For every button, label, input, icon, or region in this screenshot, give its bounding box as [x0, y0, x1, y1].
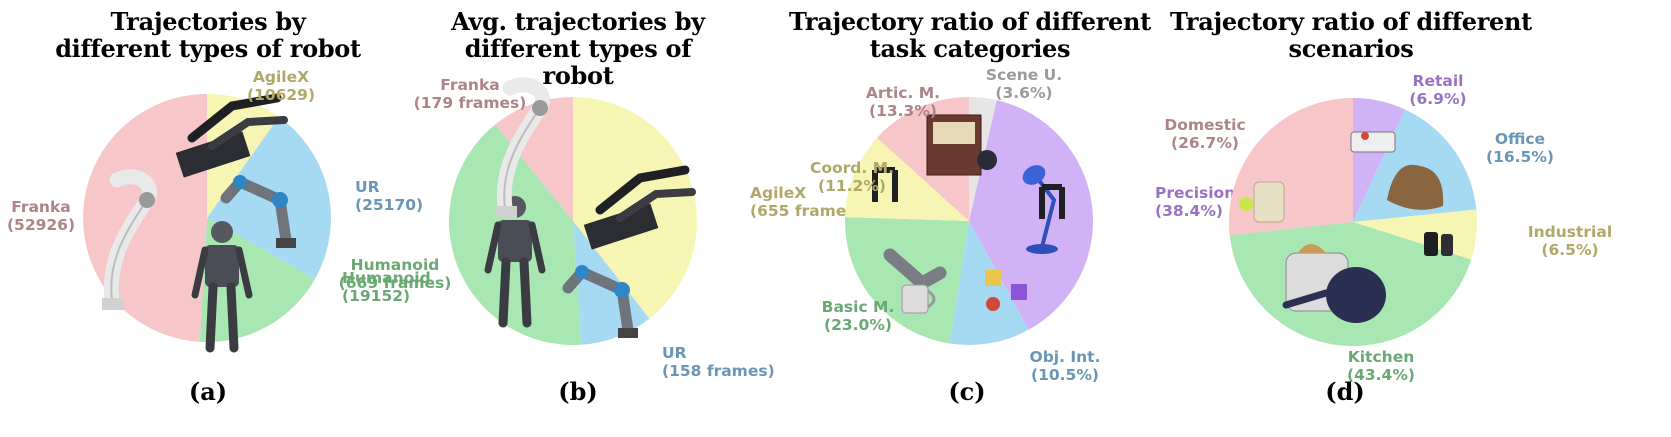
humanoid-robot-icon: [191, 221, 253, 353]
humanoid-robot-icon: [484, 196, 546, 328]
pie-d-label-kitchen: Kitchen (43.4%): [1347, 348, 1415, 384]
cloth-icon: [1387, 164, 1444, 210]
pie-d-label-office: Office (16.5%): [1486, 130, 1554, 166]
pot-icon: [1282, 267, 1386, 323]
pie-c-label-scene-u: Scene U. (3.6%): [986, 66, 1062, 102]
cabinet-icon: [926, 114, 982, 176]
gripper-icon: [872, 167, 898, 202]
dual-arm-robot-icon: [175, 93, 288, 178]
pie-chart-b: AgileX (655 frames) UR (158 frames) Humanoid…: [339, 76, 863, 380]
pie-d-label-industrial: Industrial (6.5%): [1528, 223, 1612, 259]
battery-icon: [1424, 232, 1453, 256]
ball-icon: [1239, 197, 1253, 211]
pie-c-label-basic-m: Basic M. (23.0%): [822, 298, 895, 334]
chart-d-title: Trajectory ratio of different scenarios: [1170, 7, 1532, 63]
pie-chart-a: AgileX (10629) UR (25170) Humanoid (19152) Fra…: [7, 68, 431, 353]
pie-chart-d: Retail (6.9%) Office (16.5%) Industrial (6.5%…: [1164, 72, 1612, 384]
pie-c-label-artic-m: Artic. M. (13.3%): [866, 84, 940, 120]
pie-d-slice-domestic: [1229, 98, 1353, 236]
chart-c-title: Trajectory ratio of different task categ…: [789, 7, 1151, 63]
chart-b-title: Avg. trajectories by different types of …: [451, 7, 705, 90]
dual-arm-robot-icon: [583, 165, 696, 250]
pie-chart-c: Scene U. (3.6%)Precision M. (38.4%)Obj. In…: [810, 66, 1262, 384]
pie-b-label-ur: UR (158 frames): [662, 344, 775, 380]
chart-d-caption: (d): [1325, 377, 1365, 406]
pie-d-label-retail: Retail (6.9%): [1409, 72, 1466, 108]
chart-b-caption: (b): [558, 377, 598, 406]
chart-c-caption: (c): [948, 377, 986, 406]
pie-c-label-coord-m: Coord. M. (11.2%): [810, 159, 894, 195]
pie-b-label-franka: Franka (179 frames): [414, 76, 527, 112]
pie-b-slice-franka: [495, 97, 573, 221]
pie-b-label-agilex: AgileX (655 frames): [750, 184, 863, 220]
franka-arm-icon: [102, 169, 158, 310]
pie-a-label-agilex: AgileX (10629): [247, 68, 315, 104]
pie-a-label-humanoid: Humanoid (19152): [342, 269, 431, 305]
pie-b-label-humanoid: Humanoid (669 frames): [339, 256, 452, 292]
pie-c-label-obj-int: Obj. Int. (10.5%): [1030, 348, 1101, 384]
cash-box-icon: [1350, 131, 1396, 153]
pie-a-label-franka: Franka (52926): [7, 198, 75, 234]
chart-a-caption: (a): [188, 377, 228, 406]
franka-arm-icon: [495, 77, 551, 218]
ur-arm-icon: [220, 175, 296, 248]
pie-a-slice-franka: [83, 94, 207, 342]
mug-icon: [901, 284, 936, 314]
pie-a-label-ur: UR (25170): [355, 178, 423, 214]
robot-hand-icon: [883, 248, 947, 291]
gripper-icon: [1039, 184, 1065, 219]
toy-blocks-icon: [985, 270, 1027, 311]
pie-d-label-domestic: Domestic (26.7%): [1164, 116, 1245, 152]
pie-d-slice-retail: [1353, 97, 1406, 222]
chart-a-title: Trajectories by different types of robot: [55, 7, 361, 63]
ur-arm-icon: [562, 265, 638, 338]
pan-icon: [977, 150, 997, 170]
pie-c-slice-basic-m: [844, 217, 969, 344]
trash-bin-icon: [1253, 181, 1285, 223]
